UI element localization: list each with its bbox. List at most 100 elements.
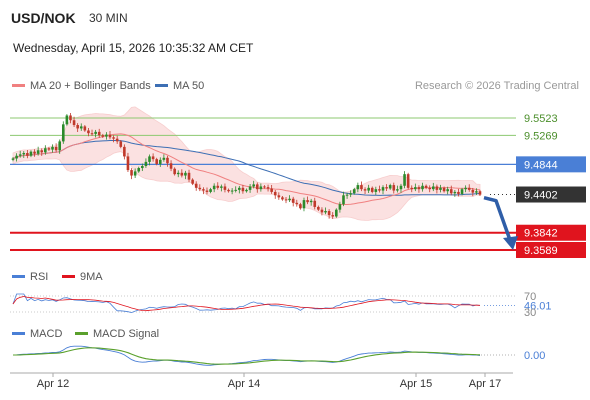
candle-body (302, 200, 306, 209)
candle-body (144, 161, 148, 166)
candle-body (126, 156, 130, 171)
macd-line (12, 345, 481, 366)
legend-macd-label: MACD (30, 328, 63, 340)
candle-body (33, 151, 36, 154)
candle-body (29, 151, 33, 156)
x-tick-label-1: Apr 14 (228, 378, 260, 390)
candle-body (148, 156, 151, 162)
candle-body (180, 172, 184, 176)
candle-body (141, 165, 144, 169)
candle-body (478, 191, 482, 195)
candle-body (299, 204, 302, 209)
candle-body (216, 185, 220, 188)
candle-body (266, 187, 270, 189)
candle-body (44, 148, 47, 153)
pivot-tag-2 (516, 156, 586, 173)
candle-body (345, 194, 349, 196)
candle-body (112, 137, 115, 139)
candle-body (385, 187, 388, 189)
candle-body (288, 198, 291, 201)
candle-body (342, 195, 345, 205)
legend-rsi-ma-label: 9MA (80, 271, 103, 283)
candle-body (414, 187, 417, 190)
research-credit: Research © 2026 Trading Central (414, 80, 579, 92)
candle-body (255, 184, 259, 190)
candle-body (435, 186, 439, 190)
level-label-current: 9.4402 (524, 190, 558, 202)
candle-body (15, 155, 18, 159)
candle-body (137, 168, 141, 172)
symbol-title: USD/NOK (11, 10, 76, 26)
candle-body (90, 133, 94, 135)
candle-body (79, 126, 83, 129)
macd-signal-swatch (75, 331, 88, 335)
candle-body (223, 186, 227, 190)
candle-body (51, 146, 54, 150)
candle-body (101, 135, 105, 137)
candle-body (432, 186, 435, 190)
rsi-line (12, 293, 481, 314)
current-price-tag (516, 186, 586, 203)
candle-body (212, 185, 216, 190)
rsi-level-label-1: 46.01 (524, 301, 552, 313)
candle-body (133, 171, 137, 176)
candle-body (295, 202, 299, 205)
candle-body (105, 134, 108, 137)
level-label-support-5: 9.3589 (524, 245, 558, 257)
candle-body (26, 153, 29, 156)
candle-body (403, 174, 406, 186)
candle-body (309, 200, 313, 203)
legend-rsi-ma: 9MA (62, 271, 103, 283)
candle-body (72, 120, 76, 126)
candle-body (417, 187, 421, 190)
support-tag-5 (516, 242, 586, 258)
candle-body (335, 209, 338, 217)
candle-body (338, 204, 342, 210)
candle-body (424, 185, 428, 188)
legend-ma50: MA 50 (155, 80, 204, 92)
candle-body (173, 168, 176, 175)
candle-body (209, 189, 212, 192)
candle-body (313, 200, 317, 207)
candle-body (453, 191, 457, 194)
legend-ma20: MA 20 + Bollinger Bands (12, 80, 151, 92)
candle-body (230, 190, 234, 192)
candle-body (245, 189, 248, 192)
x-tick-label-2: Apr 15 (400, 378, 432, 390)
forecast-arrow-shaft (483, 195, 512, 241)
candle-body (356, 185, 360, 190)
candle-body (284, 199, 288, 201)
candle-body (475, 191, 478, 193)
candle-body (374, 189, 378, 192)
candle-body (388, 185, 392, 189)
rsi-ma-swatch (62, 274, 75, 278)
candle-body (22, 153, 26, 155)
ma50-line (12, 140, 481, 196)
level-label-resistance-1: 9.5269 (524, 130, 558, 142)
candle-body (65, 115, 69, 125)
candle-body (58, 141, 61, 151)
candle-body (324, 211, 327, 213)
candle-body (155, 159, 158, 164)
candle-body (194, 183, 198, 188)
level-label-resistance-0: 9.5523 (524, 113, 558, 125)
candle-body (11, 158, 15, 160)
candle-body (187, 172, 191, 180)
candle-body (123, 146, 126, 157)
candle-body (320, 209, 324, 213)
candle-body (460, 189, 464, 194)
rsi-level-label-2: 30 (524, 307, 536, 319)
candle-body (399, 185, 403, 190)
legend-macd-signal-label: MACD Signal (93, 328, 160, 340)
macd-swatch (12, 331, 25, 335)
legend-ma50-label: MA 50 (173, 80, 205, 92)
candle-body (449, 189, 453, 194)
candle-body (352, 189, 356, 194)
rsi-ma-line (12, 296, 481, 312)
candles-group (11, 113, 482, 219)
candle-body (205, 190, 209, 192)
candle-body (317, 206, 320, 210)
candle-body (241, 187, 245, 192)
ma20-line (12, 133, 481, 205)
